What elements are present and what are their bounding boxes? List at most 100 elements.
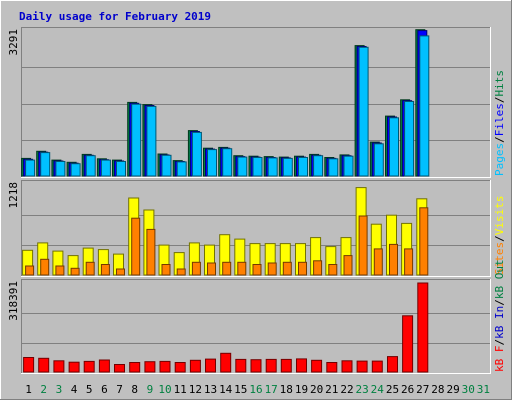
series-legend: Pages/Files/Hits: [493, 70, 506, 176]
bar-sites-day-12: [191, 261, 201, 276]
x-tick-label: 12: [189, 383, 202, 396]
bar-sites-day-3: [55, 265, 65, 276]
bar-kb-f-day-13: [205, 358, 216, 373]
bar-sites-day-19: [298, 261, 307, 276]
x-tick-label: 17: [265, 383, 278, 396]
bar-kb-f-day-14: [220, 352, 232, 373]
legend-entry: /: [493, 235, 506, 242]
bar-sites-day-24: [373, 248, 383, 276]
x-tick-label: 1: [25, 383, 32, 396]
x-tick-label: 27: [416, 383, 429, 396]
bar-sites-day-11: [176, 268, 186, 276]
legend-entry: kB In: [493, 306, 506, 339]
x-tick-label: 11: [174, 383, 187, 396]
bar-sites-day-9: [146, 228, 156, 276]
x-tick-label: 3: [56, 383, 63, 396]
bar-sites-day-20: [313, 260, 323, 276]
bar-pages-day-2: [40, 152, 51, 177]
bar-kb-f-day-21: [326, 362, 338, 373]
x-tick-label: 28: [431, 383, 444, 396]
x-tick-label: 2: [40, 383, 47, 396]
legend-entry: Hits: [493, 70, 506, 97]
bar-sites-day-14: [222, 261, 232, 276]
series-legend: Sites/Visits: [493, 196, 506, 276]
x-tick-label: 20: [310, 383, 323, 396]
x-tick-label: 13: [204, 383, 217, 396]
x-tick-label: 31: [477, 383, 490, 396]
bar-kb-f-day-2: [38, 357, 50, 373]
legend-entry: /: [493, 339, 506, 346]
y-max-label: 3291: [7, 29, 20, 56]
panel-visits-sites: 1218 Sites/Visits: [7, 180, 506, 277]
bar-sites-day-6: [100, 264, 110, 276]
bar-pages-day-14: [222, 148, 233, 177]
x-tick-label: 4: [71, 383, 78, 396]
bar-pages-day-15: [237, 156, 248, 177]
bar-kb-f-day-8: [129, 362, 141, 373]
bar-kb-f-day-7: [114, 364, 125, 373]
legend-entry: Pages: [493, 143, 506, 176]
bar-kb-f-day-20: [311, 359, 323, 373]
x-axis-day-labels: 1 2 3 4 5 6 7 8 9 10 11 12 13 14 15 16 17 18 19 20 21 22 23 24 2…: [25, 383, 490, 396]
bar-pages-day-13: [207, 149, 217, 177]
legend-entry: kB Out: [493, 259, 506, 299]
bar-pages-day-3: [55, 161, 66, 177]
bar-kb-f-day-10: [159, 360, 171, 373]
bar-pages-day-19: [298, 157, 308, 177]
bar-pages-day-4: [70, 163, 81, 177]
bar-sites-day-23: [358, 215, 368, 276]
x-tick-label: 24: [371, 383, 385, 396]
bar-pages-day-20: [313, 155, 324, 177]
bar-pages-day-21: [328, 158, 339, 177]
x-tick-label: 25: [386, 383, 399, 396]
x-tick-label: 16: [249, 383, 262, 396]
bar-kb-f-day-23: [356, 360, 368, 373]
bar-pages-day-5: [85, 155, 96, 177]
chart-title: Daily usage for February 2019: [19, 10, 211, 23]
bar-sites-day-16: [252, 264, 262, 276]
bar-kb-f-day-17: [265, 358, 277, 373]
bar-sites-day-4: [70, 267, 80, 276]
bar-sites-day-2: [40, 258, 50, 276]
bar-kb-f-day-6: [98, 359, 110, 373]
bar-sites-day-1: [25, 265, 35, 276]
x-tick-label: 21: [325, 383, 338, 396]
bar-kb-f-day-1: [23, 357, 35, 373]
bar-kb-f-day-12: [189, 359, 201, 373]
legend-entry: /: [493, 97, 506, 104]
bar-kb-f-day-11: [174, 362, 186, 373]
bar-kb-f-day-22: [341, 360, 353, 373]
bar-kb-f-day-3: [53, 360, 65, 373]
bar-sites-day-15: [237, 261, 247, 276]
bar-pages-day-25: [389, 117, 399, 177]
bar-pages-day-23: [358, 46, 369, 177]
y-max-label: 1218: [7, 182, 20, 209]
bar-sites-day-7: [116, 268, 125, 276]
legend-entry: Visits: [493, 196, 506, 236]
bar-pages-day-27: [419, 35, 430, 177]
bar-pages-day-9: [146, 105, 157, 177]
bar-sites-day-5: [85, 261, 95, 276]
bar-sites-day-10: [161, 264, 171, 276]
bar-sites-day-25: [389, 243, 398, 276]
bar-kb-f-day-4: [68, 361, 80, 373]
y-max-label: 318391: [7, 281, 20, 321]
bar-pages-day-6: [100, 159, 111, 177]
bar-kb-f-day-27: [417, 282, 429, 373]
bar-pages-day-17: [267, 157, 278, 177]
bar-pages-day-11: [176, 161, 187, 177]
bar-pages-day-18: [282, 157, 293, 177]
legend-entry: Sites: [493, 242, 506, 275]
bar-kb-f-day-15: [235, 358, 247, 373]
x-tick-label: 15: [234, 383, 247, 396]
x-tick-label: 22: [340, 383, 353, 396]
x-tick-label: 7: [116, 383, 123, 396]
bar-kb-f-day-26: [402, 315, 414, 373]
bar-pages-day-24: [373, 143, 384, 177]
x-tick-label: 29: [446, 383, 459, 396]
x-tick-label: 19: [295, 383, 308, 396]
